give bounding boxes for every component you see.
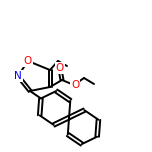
Text: O: O (56, 63, 64, 73)
Text: O: O (24, 56, 32, 66)
Text: N: N (14, 71, 22, 81)
Text: O: O (71, 80, 79, 90)
